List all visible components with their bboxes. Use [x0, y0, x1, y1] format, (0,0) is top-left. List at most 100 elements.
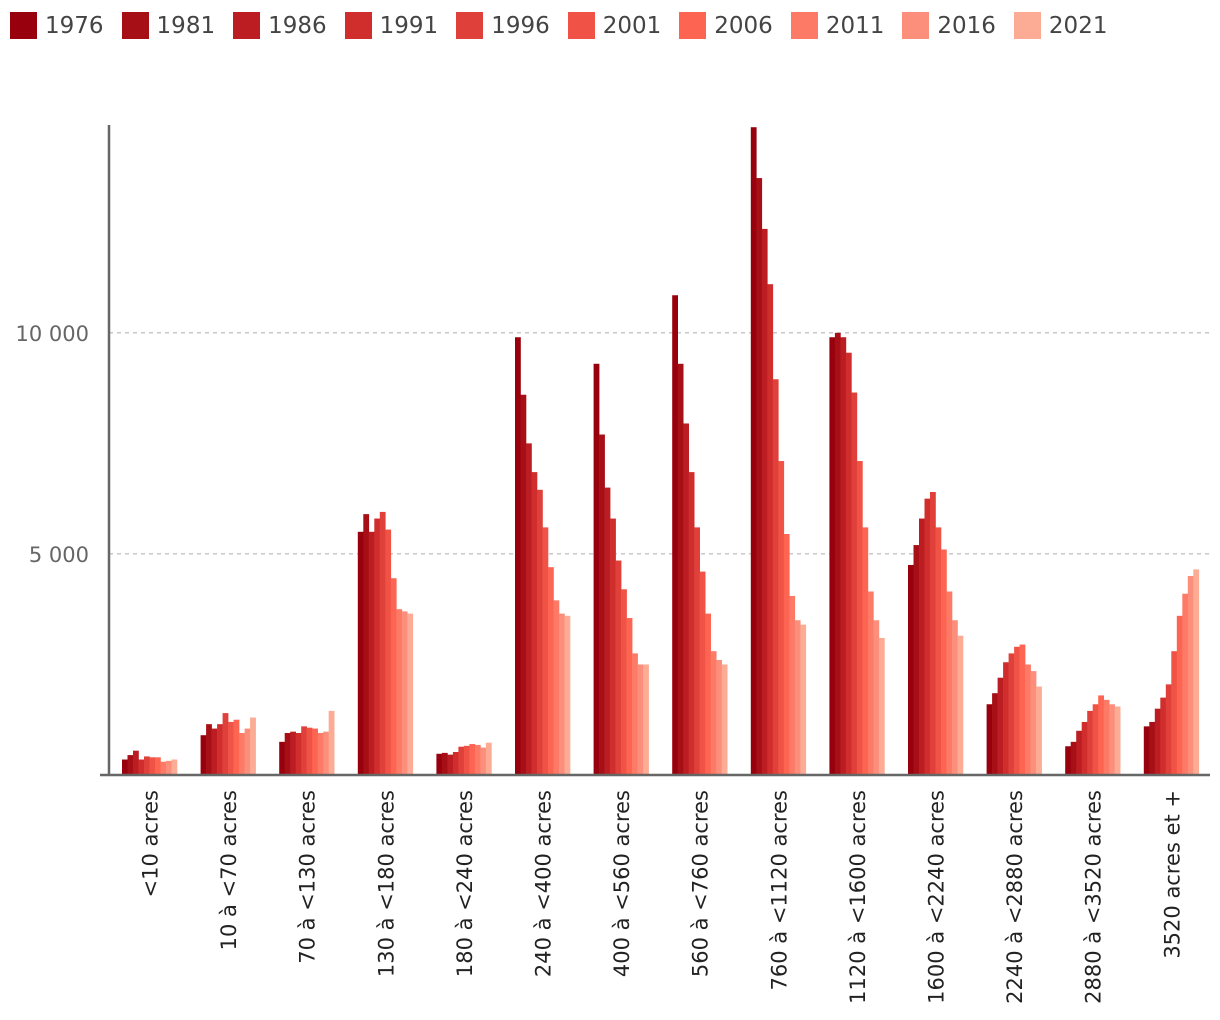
- bar-2011-8: [789, 595, 796, 775]
- bar-1991-5: [531, 472, 538, 775]
- bar-1981-2: [284, 732, 291, 775]
- bar-2011-1: [239, 732, 245, 775]
- bar-2006-1: [233, 719, 240, 775]
- bar-1986-0: [133, 750, 139, 775]
- legend-item-2011: 2011: [790, 12, 884, 39]
- legend-swatch: [456, 12, 484, 39]
- bar-1981-0: [127, 755, 134, 775]
- bar-2001-10: [935, 527, 942, 775]
- bar-2006-6: [626, 618, 633, 775]
- bar-1996-10: [930, 492, 936, 775]
- bar-1981-3: [363, 514, 370, 775]
- y-tick-label: 10 000: [16, 322, 89, 346]
- bar-1981-12: [1070, 741, 1077, 775]
- bar-2016-1: [244, 728, 251, 775]
- bar-2006-10: [941, 549, 947, 775]
- bar-1996-8: [772, 379, 779, 775]
- legend-item-1981: 1981: [121, 12, 216, 39]
- bar-1976-0: [122, 759, 128, 775]
- bar-1976-7: [672, 295, 678, 775]
- bar-1986-10: [919, 518, 925, 775]
- category-label: 560 à <760 acres: [689, 790, 713, 977]
- bar-2001-1: [228, 721, 234, 775]
- bar-2021-3: [407, 613, 414, 775]
- bar-1991-6: [610, 518, 616, 775]
- legend-swatch: [121, 12, 149, 39]
- bar-2011-3: [396, 609, 403, 775]
- bar-1991-2: [295, 732, 302, 775]
- bar-1976-4: [436, 753, 443, 775]
- bar-2001-3: [385, 529, 392, 775]
- bar-2021-11: [1036, 686, 1042, 775]
- bar-1991-9: [845, 352, 852, 775]
- bar-2011-0: [160, 761, 167, 775]
- bar-1996-6: [615, 560, 622, 775]
- bar-2021-6: [643, 664, 649, 775]
- bar-1986-12: [1076, 730, 1082, 775]
- bar-2021-12: [1114, 706, 1121, 775]
- bar-2011-2: [317, 732, 324, 775]
- bar-2021-9: [878, 637, 885, 775]
- legend-swatch: [902, 12, 930, 39]
- bar-2011-11: [1025, 664, 1031, 775]
- bar-1976-11: [986, 704, 993, 775]
- bar-2016-4: [480, 747, 487, 775]
- legend-item-1976: 1976: [10, 12, 104, 39]
- category-label: 10 à <70 acres: [217, 790, 241, 950]
- bar-2016-6: [637, 664, 644, 775]
- bar-1996-2: [301, 726, 307, 775]
- legend-item-1986: 1986: [233, 12, 327, 39]
- bar-1976-5: [515, 337, 521, 775]
- bar-2006-12: [1098, 695, 1104, 775]
- bar-2006-7: [705, 613, 711, 775]
- bar-1996-9: [851, 392, 858, 775]
- bar-1981-8: [756, 178, 763, 775]
- bar-1981-9: [834, 332, 841, 775]
- bar-2011-6: [632, 653, 638, 775]
- legend-label: 2001: [602, 12, 662, 39]
- legend-swatch: [790, 12, 818, 39]
- bar-2006-13: [1176, 615, 1183, 775]
- bar-2021-5: [564, 615, 571, 775]
- legend-swatch: [679, 12, 707, 39]
- legend-label: 1981: [156, 12, 216, 39]
- bar-1991-3: [374, 518, 381, 775]
- bar-2021-10: [957, 635, 964, 775]
- legend-swatch: [1013, 12, 1041, 39]
- legend-label: 1986: [268, 12, 327, 39]
- bar-2006-3: [390, 578, 397, 775]
- legend-item-2021: 2021: [1013, 12, 1108, 39]
- bar-1986-2: [290, 731, 296, 775]
- bar-1991-0: [138, 759, 145, 775]
- bar-2021-7: [721, 664, 728, 775]
- legend-label: 1996: [491, 12, 550, 39]
- category-label: 2240 à <2880 acres: [1003, 790, 1027, 1004]
- bar-2011-12: [1103, 699, 1110, 775]
- bar-1996-1: [222, 713, 229, 775]
- bar-2016-9: [873, 620, 880, 775]
- bar-2001-13: [1171, 651, 1178, 775]
- bar-1996-12: [1087, 710, 1093, 775]
- bar-1996-4: [458, 746, 465, 775]
- legend-label: 2021: [1048, 12, 1108, 39]
- bar-1986-5: [526, 443, 532, 775]
- bar-2016-3: [401, 611, 408, 775]
- category-label: 240 à <400 acres: [532, 790, 556, 977]
- legend-item-2006: 2006: [679, 12, 773, 39]
- bar-1991-10: [924, 498, 931, 775]
- legend-swatch: [344, 12, 372, 39]
- bar-2016-7: [716, 660, 722, 775]
- bar-1981-13: [1149, 721, 1156, 775]
- bar-1981-1: [206, 724, 212, 775]
- bar-1986-8: [761, 228, 768, 775]
- bar-1981-10: [913, 545, 920, 775]
- axes: [100, 125, 1210, 777]
- legend-item-1996: 1996: [456, 12, 550, 39]
- bar-2001-2: [306, 727, 313, 775]
- category-label: <10 acres: [139, 790, 163, 897]
- bar-1986-4: [447, 754, 454, 775]
- bar-2011-4: [474, 744, 481, 775]
- legend-item-2016: 2016: [902, 12, 996, 39]
- bar-1976-13: [1143, 726, 1150, 775]
